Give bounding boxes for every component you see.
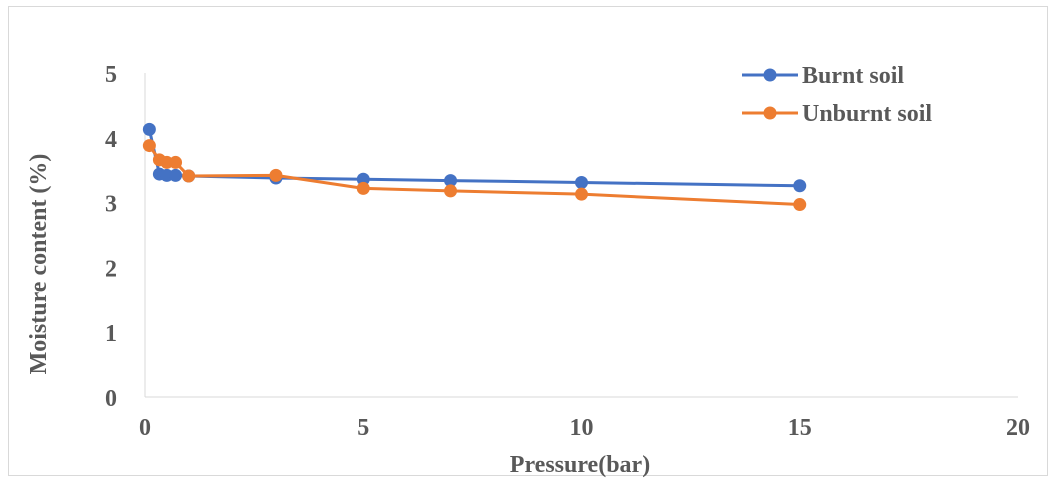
y-tick-label: 2 bbox=[105, 256, 117, 282]
x-tick-labels: 0 5 10 15 20 bbox=[139, 415, 1030, 441]
x-axis-title: Pressure(bar) bbox=[510, 452, 650, 478]
x-tick-label: 10 bbox=[570, 415, 594, 441]
legend-item: Unburnt soil bbox=[742, 101, 932, 127]
data-point bbox=[575, 187, 588, 201]
data-point bbox=[575, 176, 588, 190]
series-layer bbox=[142, 122, 807, 212]
data-point bbox=[142, 139, 156, 153]
y-tick-label: 3 bbox=[105, 192, 117, 218]
series-line bbox=[148, 144, 800, 207]
data-point bbox=[356, 172, 370, 186]
data-point bbox=[182, 169, 196, 183]
x-tick-label: 15 bbox=[788, 415, 812, 441]
y-tick-label: 5 bbox=[105, 62, 117, 88]
y-tick-label: 4 bbox=[105, 127, 117, 153]
series-line bbox=[147, 129, 800, 188]
x-tick-label: 0 bbox=[139, 415, 151, 441]
x-tick-label: 5 bbox=[357, 415, 369, 441]
x-tick-label: 20 bbox=[1006, 415, 1030, 441]
data-point bbox=[169, 168, 183, 182]
series-burnt-soil bbox=[142, 122, 807, 193]
legend-item: Burnt soil bbox=[742, 63, 904, 89]
data-point bbox=[169, 155, 183, 169]
data-point bbox=[793, 179, 807, 193]
data-point bbox=[444, 174, 458, 188]
legend-marker bbox=[763, 106, 777, 120]
legend: Burnt soil Unburnt soil bbox=[742, 63, 932, 127]
chart-frame bbox=[8, 6, 1048, 476]
y-axis-title: Moisture content (%) bbox=[26, 154, 52, 375]
data-point bbox=[269, 168, 283, 182]
data-point bbox=[142, 122, 156, 136]
y-tick-labels: 0 1 2 3 4 5 bbox=[105, 62, 117, 412]
y-tick-label: 1 bbox=[105, 321, 117, 347]
data-point bbox=[793, 198, 807, 212]
data-point bbox=[356, 181, 370, 195]
series-unburnt-soil bbox=[142, 139, 807, 212]
legend-marker bbox=[763, 68, 777, 82]
y-tick-label: 0 bbox=[105, 386, 117, 412]
data-point bbox=[444, 184, 458, 198]
legend-label: Burnt soil bbox=[802, 63, 904, 89]
legend-label: Unburnt soil bbox=[802, 101, 932, 127]
